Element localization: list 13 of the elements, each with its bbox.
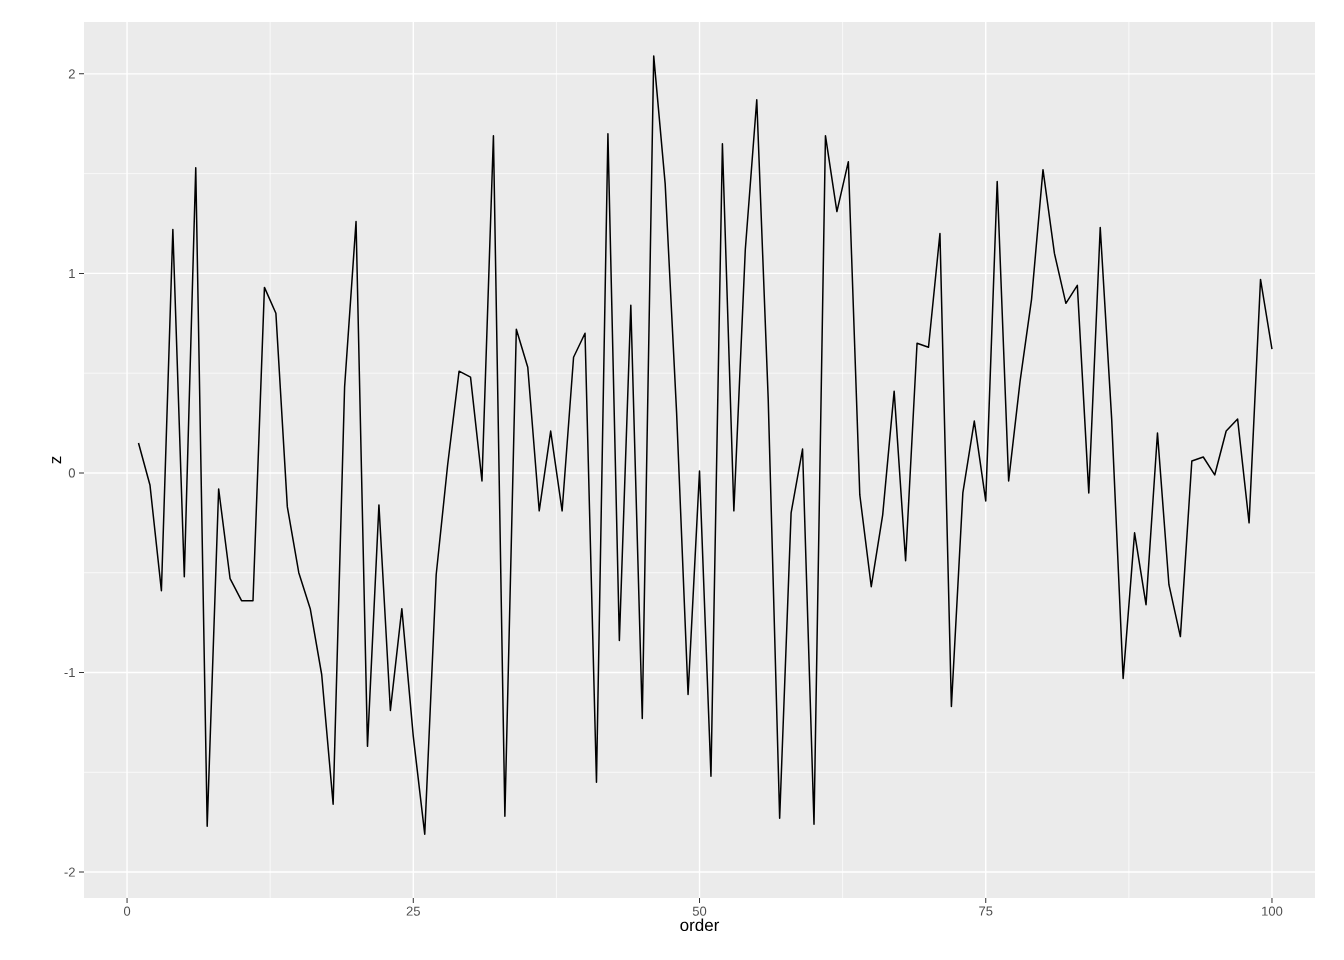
y-tick-label: 0 xyxy=(68,468,75,478)
x-tick-label: 25 xyxy=(406,906,420,916)
x-tick-label: 0 xyxy=(123,906,131,916)
y-tick-label: -1 xyxy=(64,668,75,677)
x-tick-label: 50 xyxy=(692,906,707,916)
y-tick-label: 1 xyxy=(69,268,75,278)
x-tick-label: 100 xyxy=(1262,906,1283,916)
x-tick-label: 75 xyxy=(979,906,993,916)
y-axis-title: z xyxy=(52,456,62,464)
x-axis-title: order xyxy=(680,918,720,932)
y-tick-label: -2 xyxy=(64,867,75,877)
line-series xyxy=(137,55,1273,835)
y-tick-label: 2 xyxy=(68,69,75,79)
